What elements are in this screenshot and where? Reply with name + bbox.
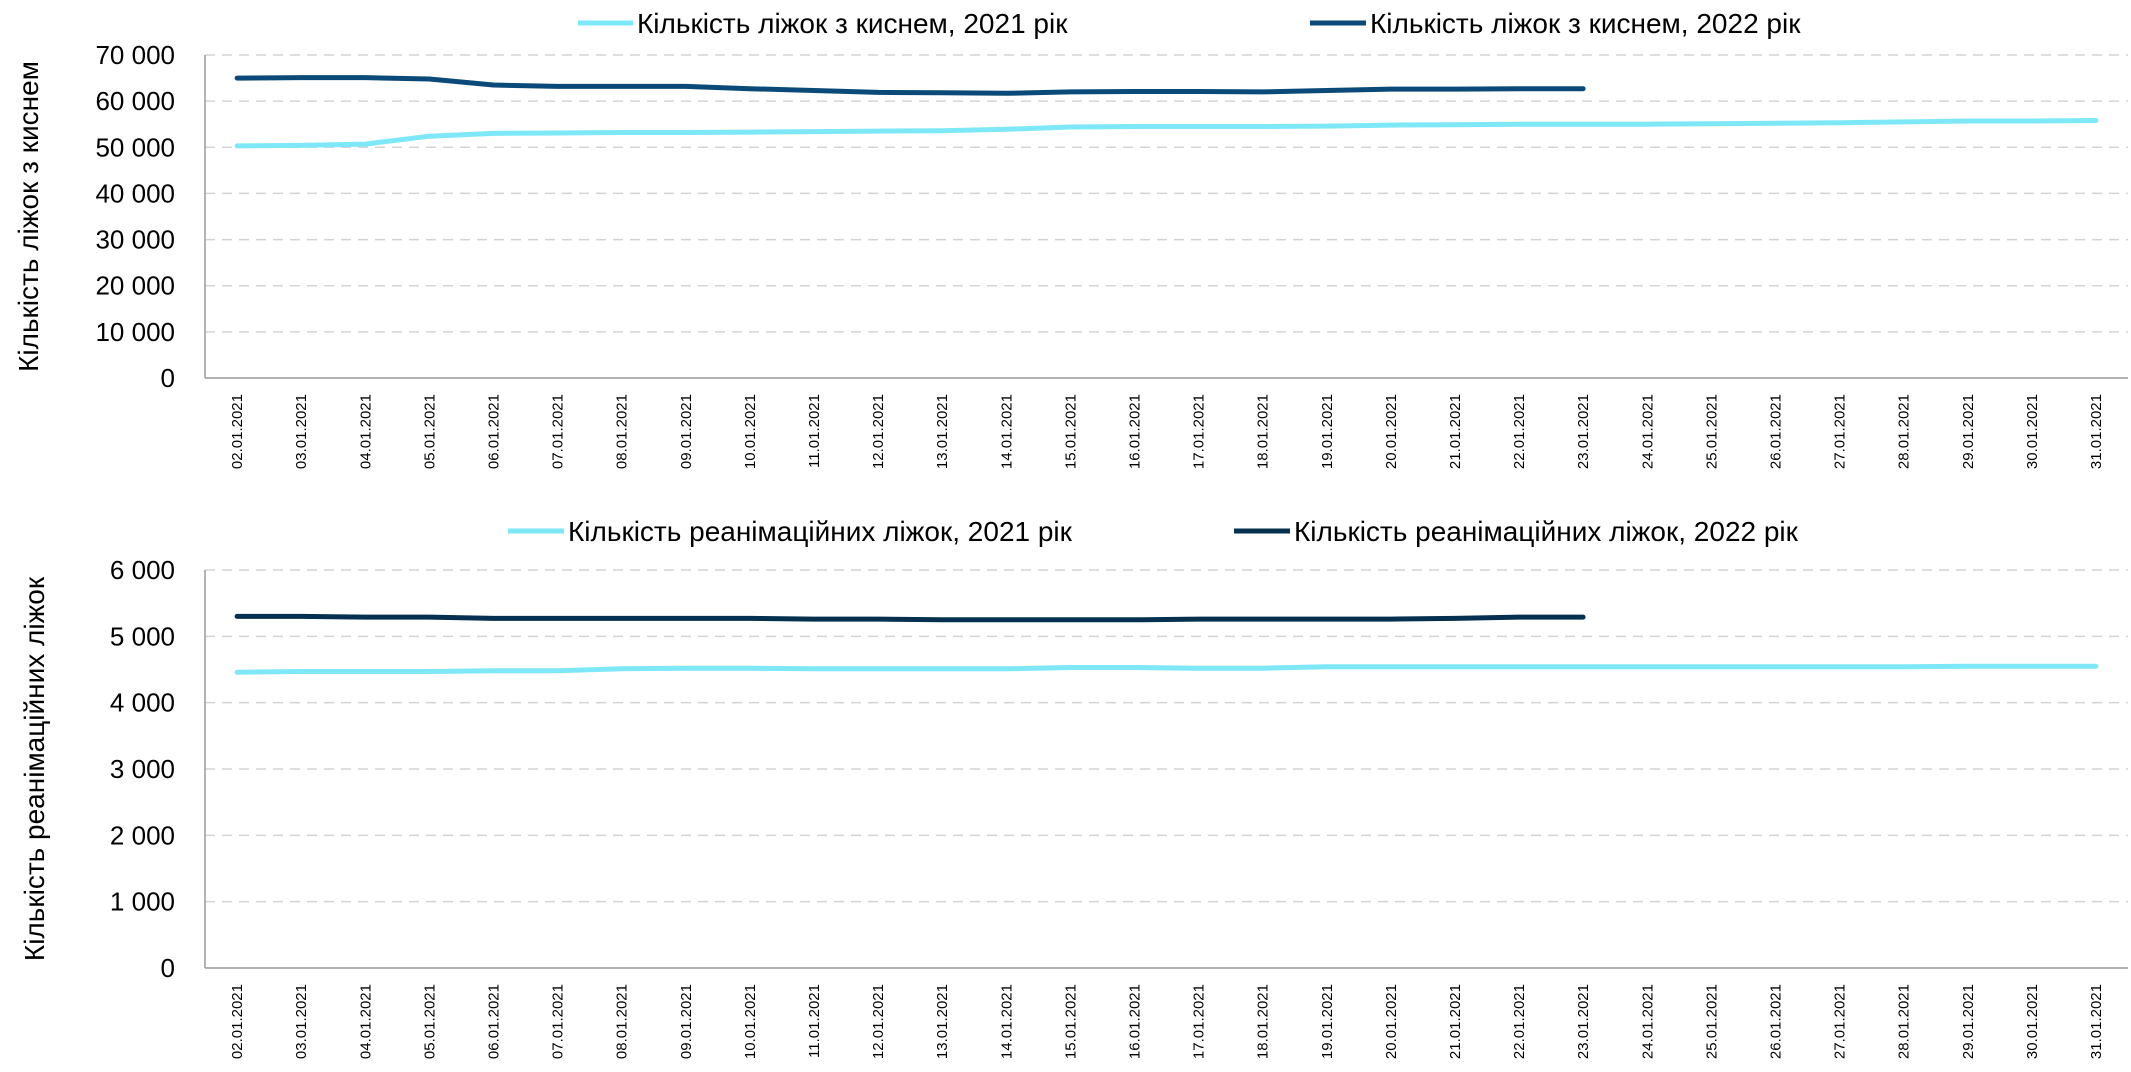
x-tick-label: 11.01.2021 <box>806 984 823 1058</box>
x-tick-label: 12.01.2021 <box>870 394 887 469</box>
x-tick-label: 19.01.2021 <box>1319 394 1336 469</box>
legend-label: Кількість реанімаційних ліжок, 2021 рік <box>568 516 1073 547</box>
x-tick-label: 11.01.2021 <box>806 394 823 468</box>
y-tick-label: 4 000 <box>110 688 175 718</box>
x-tick-label: 10.01.2021 <box>742 394 759 469</box>
x-tick-label: 07.01.2021 <box>550 394 567 469</box>
x-tick-label: 16.01.2021 <box>1126 394 1143 469</box>
x-tick-label: 30.01.2021 <box>2024 394 2041 469</box>
legend-label: Кількість реанімаційних ліжок, 2022 рік <box>1294 516 1799 547</box>
y-tick-label: 5 000 <box>110 621 175 651</box>
x-tick-label: 20.01.2021 <box>1383 394 1400 469</box>
series-line <box>234 118 2099 149</box>
x-tick-label: 28.01.2021 <box>1896 984 1913 1059</box>
legend-label: Кількість ліжок з киснем, 2021 рік <box>637 8 1068 39</box>
x-tick-label: 17.01.2021 <box>1191 984 1208 1059</box>
x-tick-label: 23.01.2021 <box>1575 984 1592 1059</box>
x-tick-label: 27.01.2021 <box>1832 394 1849 469</box>
x-tick-label: 20.01.2021 <box>1383 984 1400 1059</box>
x-tick-label: 19.01.2021 <box>1319 984 1336 1059</box>
chart-1: 0 10 000 20 000 30 000 40 000 50 000 60 000 70 … <box>13 8 2128 469</box>
y-tick-label: 20 000 <box>95 271 175 301</box>
x-tick-label: 25.01.2021 <box>1703 394 1720 469</box>
legend-label: Кількість ліжок з киснем, 2022 рік <box>1370 8 1801 39</box>
x-tick-label: 15.01.2021 <box>1062 984 1079 1059</box>
x-tick-label: 29.01.2021 <box>1960 984 1977 1059</box>
y-axis-title: Кількість реанімаційних ліжок <box>19 576 50 961</box>
x-tick-label: 23.01.2021 <box>1575 394 1592 469</box>
y-tick-label: 0 <box>161 363 175 393</box>
series-line <box>234 613 1586 623</box>
x-tick-label: 13.01.2021 <box>934 394 951 469</box>
x-tick-label: 15.01.2021 <box>1062 394 1079 469</box>
x-tick-label: 31.01.2021 <box>2088 984 2105 1059</box>
y-tick-label: 2 000 <box>110 820 175 850</box>
x-tick-label: 10.01.2021 <box>742 984 759 1059</box>
x-tick-label: 22.01.2021 <box>1511 984 1528 1059</box>
x-tick-label: 02.01.2021 <box>229 984 246 1059</box>
x-tick-label: 03.01.2021 <box>293 394 310 469</box>
x-tick-label: 12.01.2021 <box>870 984 887 1059</box>
x-tick-label: 05.01.2021 <box>421 394 438 469</box>
x-tick-label: 16.01.2021 <box>1126 984 1143 1059</box>
x-tick-label: 07.01.2021 <box>550 984 567 1059</box>
x-tick-label: 03.01.2021 <box>293 984 310 1059</box>
x-tick-label: 31.01.2021 <box>2088 394 2105 469</box>
x-tick-label: 29.01.2021 <box>1960 394 1977 469</box>
y-tick-label: 1 000 <box>110 887 175 917</box>
x-tick-label: 26.01.2021 <box>1767 984 1784 1059</box>
x-tick-label: 04.01.2021 <box>357 394 374 469</box>
x-tick-label: 09.01.2021 <box>678 394 695 469</box>
x-tick-label: 02.01.2021 <box>229 394 246 469</box>
x-tick-label: 24.01.2021 <box>1639 394 1656 469</box>
x-tick-label: 27.01.2021 <box>1832 984 1849 1059</box>
x-tick-label: 06.01.2021 <box>485 984 502 1059</box>
y-axis-title: Кількість ліжок з киснем <box>13 61 44 372</box>
y-tick-label: 30 000 <box>95 225 175 255</box>
y-tick-label: 6 000 <box>110 555 175 585</box>
x-tick-label: 30.01.2021 <box>2024 984 2041 1059</box>
x-tick-label: 08.01.2021 <box>614 394 631 469</box>
y-tick-label: 70 000 <box>95 40 175 70</box>
x-tick-label: 08.01.2021 <box>614 984 631 1059</box>
y-tick-label: 3 000 <box>110 754 175 784</box>
chart-2: 0 1 000 2 000 3 000 4 000 5 000 6 000 02.01.202… <box>19 516 2128 1059</box>
y-tick-label: 10 000 <box>95 317 175 347</box>
x-tick-label: 13.01.2021 <box>934 984 951 1059</box>
x-tick-label: 17.01.2021 <box>1191 394 1208 469</box>
y-tick-label: 40 000 <box>95 178 175 208</box>
x-tick-label: 25.01.2021 <box>1703 984 1720 1059</box>
x-tick-label: 21.01.2021 <box>1447 394 1464 469</box>
x-tick-label: 18.01.2021 <box>1255 394 1272 469</box>
x-tick-label: 28.01.2021 <box>1896 394 1913 469</box>
x-tick-label: 21.01.2021 <box>1447 984 1464 1059</box>
x-tick-label: 04.01.2021 <box>357 984 374 1059</box>
x-tick-label: 22.01.2021 <box>1511 394 1528 469</box>
x-tick-label: 18.01.2021 <box>1255 984 1272 1059</box>
y-tick-label: 60 000 <box>95 86 175 116</box>
x-tick-label: 05.01.2021 <box>421 984 438 1059</box>
x-tick-label: 09.01.2021 <box>678 984 695 1059</box>
y-tick-label: 0 <box>161 953 175 983</box>
x-tick-label: 26.01.2021 <box>1767 394 1784 469</box>
series-line <box>234 663 2099 675</box>
y-tick-label: 50 000 <box>95 132 175 162</box>
x-tick-label: 06.01.2021 <box>485 394 502 469</box>
x-tick-label: 14.01.2021 <box>998 394 1015 469</box>
series-line <box>234 75 1586 96</box>
x-tick-label: 14.01.2021 <box>998 984 1015 1059</box>
x-tick-label: 24.01.2021 <box>1639 984 1656 1059</box>
